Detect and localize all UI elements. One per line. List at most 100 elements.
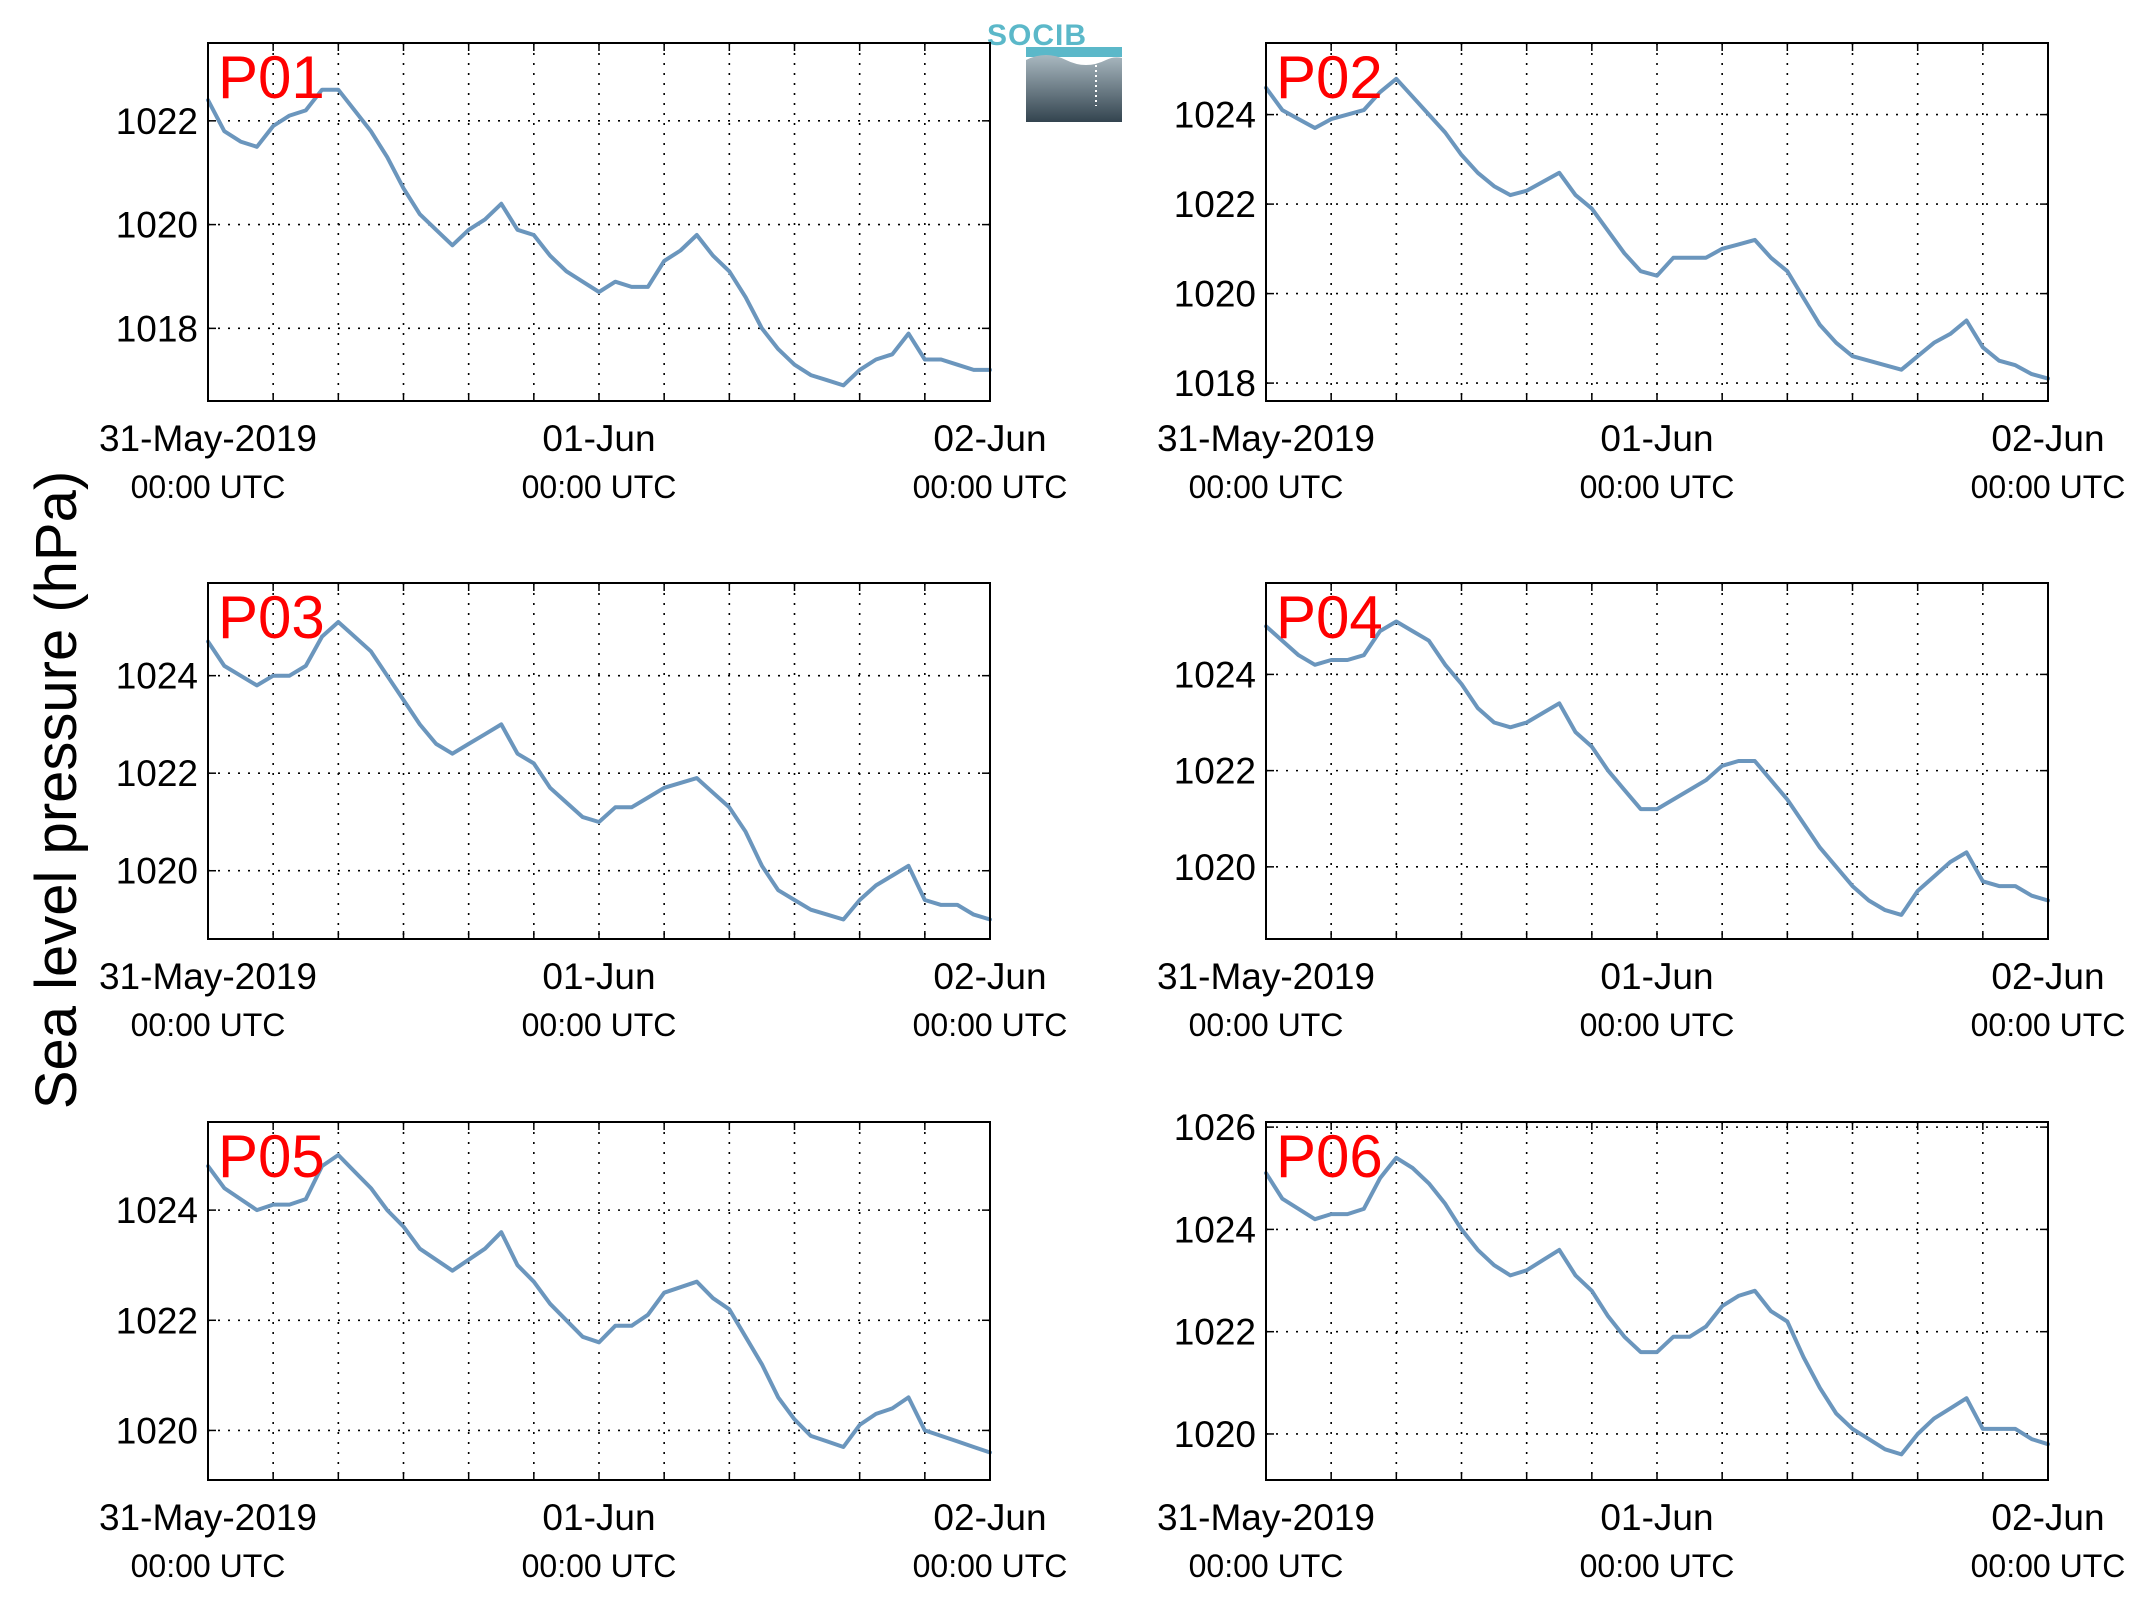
x-tick-label-date: 02-Jun [933, 1497, 1046, 1538]
data-point [516, 228, 519, 231]
data-point [744, 830, 747, 833]
data-point [418, 723, 421, 726]
data-point [940, 1434, 943, 1437]
data-point [646, 1313, 649, 1316]
data-point [1688, 788, 1691, 791]
data-point [695, 1280, 698, 1283]
data-point [1427, 639, 1430, 642]
plot-area [1266, 43, 2048, 401]
data-point [1737, 760, 1740, 763]
x-tick-label-date: 02-Jun [933, 956, 1046, 997]
data-point [532, 233, 535, 236]
data-point [549, 786, 552, 789]
data-point [288, 114, 291, 117]
data-point [1541, 711, 1544, 714]
x-tick-label-time: 00:00 UTC [131, 1007, 286, 1043]
data-point [467, 742, 470, 745]
data-point [1802, 1356, 1805, 1359]
data-point [1346, 658, 1349, 661]
data-point [239, 1198, 242, 1201]
data-point [581, 280, 584, 283]
x-tick-label-date: 01-Jun [542, 1497, 655, 1538]
data-point [1672, 256, 1675, 259]
data-point [402, 187, 405, 190]
y-tick-label: 1020 [1174, 847, 1256, 888]
data-point [1932, 341, 1935, 344]
data-point [923, 358, 926, 361]
data-series-line [1264, 76, 2050, 381]
data-point [1427, 1182, 1430, 1185]
y-tick-label: 1022 [116, 753, 198, 794]
data-point [1509, 1274, 1512, 1277]
data-point [255, 145, 258, 148]
data-series-line [206, 87, 992, 388]
data-point [1541, 1259, 1544, 1262]
data-point [272, 674, 275, 677]
data-point [402, 699, 405, 702]
data-point [467, 228, 470, 231]
data-point [1998, 885, 2001, 888]
axes-frame [207, 42, 991, 402]
x-tick-label-date: 01-Jun [1600, 956, 1713, 997]
data-point [679, 1286, 682, 1289]
data-point [272, 125, 275, 128]
data-point [1444, 663, 1447, 666]
data-point [2014, 364, 2017, 367]
x-tick-label-time: 00:00 UTC [1580, 469, 1735, 505]
data-point [663, 259, 666, 262]
data-point [728, 270, 731, 273]
axes-frame [1265, 1121, 2049, 1481]
x-tick-label-date: 02-Jun [1991, 956, 2104, 997]
data-point [1444, 1202, 1447, 1205]
data-point [1558, 171, 1561, 174]
data-point [712, 1297, 715, 1300]
panel-label: P04 [1276, 584, 1383, 651]
data-point [1884, 364, 1887, 367]
x-tick-label-time: 00:00 UTC [131, 469, 286, 505]
data-point [337, 621, 340, 624]
data-point [239, 140, 242, 143]
data-point [386, 156, 389, 159]
data-point [1965, 851, 1968, 854]
data-point [1688, 1335, 1691, 1338]
panel-label: P01 [218, 44, 325, 111]
data-point [1721, 247, 1724, 250]
panel-label: P02 [1276, 44, 1383, 111]
data-point [972, 1445, 975, 1448]
x-tick-label-time: 00:00 UTC [522, 1007, 677, 1043]
data-point [679, 781, 682, 784]
x-tick-label-time: 00:00 UTC [1580, 1548, 1735, 1584]
y-tick-label: 1020 [116, 1410, 198, 1451]
data-point [972, 368, 975, 371]
x-tick-label-date: 01-Jun [542, 956, 655, 997]
data-point [728, 1308, 731, 1311]
data-point [1607, 1315, 1610, 1318]
plot-area [1266, 1122, 2048, 1480]
data-point [500, 202, 503, 205]
data-point [1818, 1386, 1821, 1389]
data-point [1981, 1427, 1984, 1430]
data-point [1395, 77, 1398, 80]
data-point [1493, 721, 1496, 724]
data-point [418, 213, 421, 216]
data-point [1558, 702, 1561, 705]
data-point [777, 1396, 780, 1399]
data-point [1688, 256, 1691, 259]
x-tick-label-time: 00:00 UTC [1971, 469, 2126, 505]
data-point [1884, 909, 1887, 912]
data-point [956, 903, 959, 906]
data-point [858, 368, 861, 371]
y-tick-label: 1020 [1174, 274, 1256, 315]
data-point [1574, 1274, 1577, 1277]
data-point [1460, 683, 1463, 686]
data-point [1835, 341, 1838, 344]
data-point [712, 254, 715, 257]
x-tick-label-date: 31-May-2019 [1157, 956, 1375, 997]
panel-label: P06 [1276, 1123, 1383, 1190]
y-tick-label: 1024 [1174, 95, 1256, 136]
data-point [744, 1335, 747, 1338]
chart-panel-p01: 1018 1020 1022 31-May-2019 00:00 UTC 01-Jun 00… [99, 42, 1067, 505]
x-tick-label-date: 31-May-2019 [99, 1497, 317, 1538]
data-point [1704, 1325, 1707, 1328]
y-tick-label: 1026 [1174, 1107, 1256, 1148]
